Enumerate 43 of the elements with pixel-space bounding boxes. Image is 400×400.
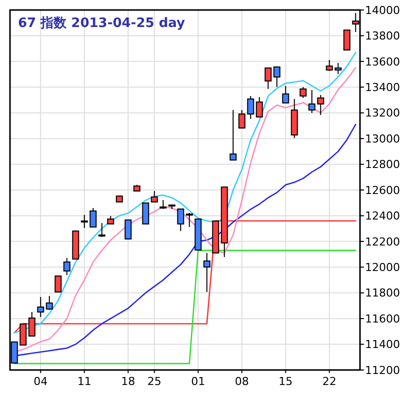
x-tick-label: 01 [191, 375, 206, 388]
y-tick-label: 14000 [365, 4, 400, 17]
candlestick [230, 110, 237, 161]
candlestick [256, 96, 263, 118]
candlestick [142, 202, 150, 224]
candlestick [177, 208, 184, 232]
y-tick-label: 11400 [365, 338, 400, 352]
candlestick [264, 67, 272, 90]
y-tick-label: 12400 [365, 210, 400, 223]
y-tick-label: 12000 [365, 260, 400, 274]
candlestick [282, 85, 290, 104]
candlestick [54, 276, 62, 292]
candlestick [63, 258, 70, 276]
y-tick-label: 13400 [365, 80, 400, 94]
x-tick-label: 25 [147, 375, 162, 388]
candlestick [273, 66, 280, 88]
y-tick-label: 13600 [365, 55, 400, 68]
y-tick-label: 13800 [365, 30, 400, 43]
x-tick-label: 11 [77, 375, 92, 388]
x-tick-label: 18 [121, 375, 136, 388]
candlestick [343, 30, 350, 50]
candlestick [150, 190, 158, 202]
y-tick-label: 13000 [365, 132, 400, 146]
candlestick [46, 295, 53, 310]
candlestick [98, 222, 106, 238]
y-tick-label: 11800 [365, 286, 400, 300]
x-tick-label: 22 [322, 375, 336, 388]
candlestick [186, 212, 193, 228]
y-tick-label: 12600 [365, 184, 400, 197]
y-tick-label: 12800 [365, 158, 400, 172]
candlestick [28, 312, 36, 337]
x-tick-label: 15 [278, 375, 293, 388]
candlestick [300, 86, 307, 98]
x-tick-label: 04 [34, 375, 48, 388]
candlestick [203, 252, 210, 292]
candlestick [37, 296, 44, 318]
text: 67 指数 2013-04-25 day [18, 16, 186, 31]
y-tick-label: 11600 [365, 312, 400, 326]
y-tick-label: 12200 [365, 235, 400, 248]
candlestick [124, 219, 132, 240]
y-tick-label: 11200 [365, 364, 400, 377]
y-tick-label: 13200 [365, 106, 400, 120]
x-tick-label: 08 [234, 375, 249, 388]
